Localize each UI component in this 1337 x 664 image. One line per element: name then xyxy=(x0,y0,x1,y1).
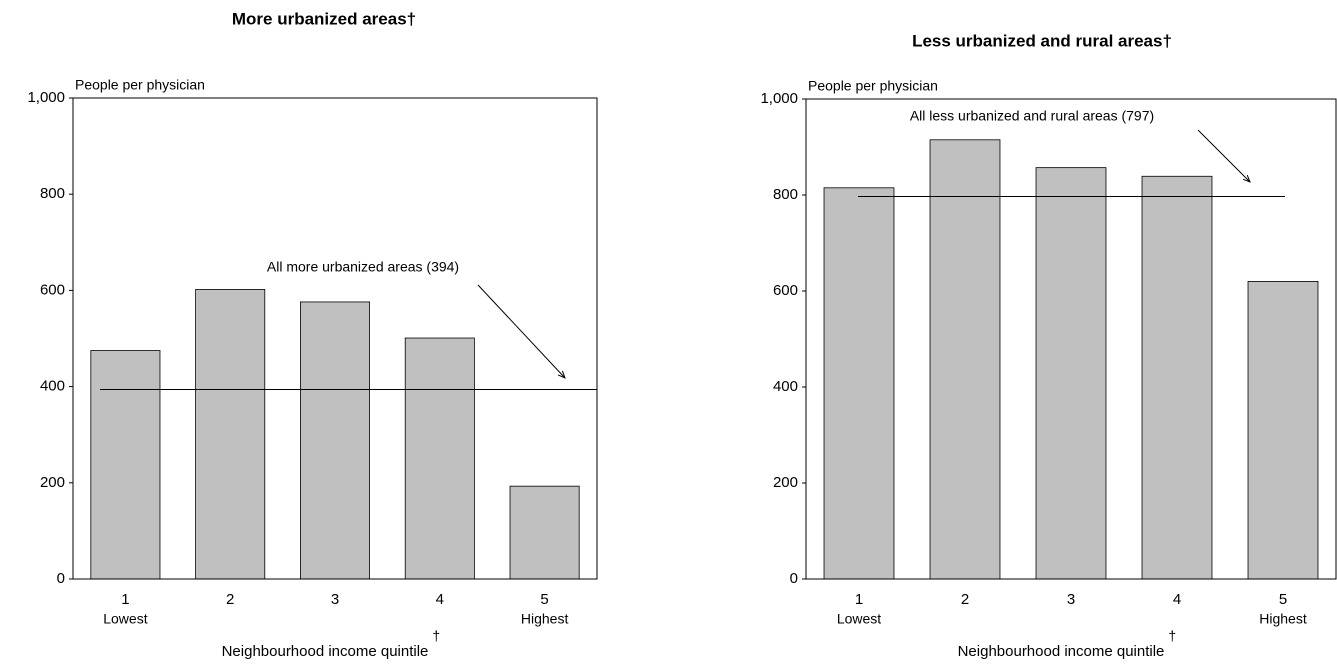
reference-label: All more urbanized areas (394) xyxy=(267,259,459,275)
x-tick-label: 1 xyxy=(855,591,863,608)
chart-title: More urbanized areas† xyxy=(232,9,416,28)
bar xyxy=(1035,167,1107,580)
x-tick-label: 2 xyxy=(226,591,234,608)
y-tick-label: 0 xyxy=(57,570,65,587)
y-tick-label: 200 xyxy=(773,474,798,491)
y-tick-label: 400 xyxy=(773,378,798,395)
x-tick-label: 4 xyxy=(1173,591,1181,608)
chart-title: Less urbanized and rural areas† xyxy=(912,31,1172,50)
x-tick-label: 3 xyxy=(1067,591,1075,608)
x-tick-label: 1 xyxy=(121,591,129,608)
x-tick-sublabel: Lowest xyxy=(837,611,881,627)
x-tick-label: 5 xyxy=(1279,591,1287,608)
y-tick-label: 400 xyxy=(40,378,65,395)
bar xyxy=(509,485,580,580)
y-axis-label: People per physician xyxy=(808,78,938,94)
x-tick-label: 3 xyxy=(331,591,339,608)
x-tick-label: 5 xyxy=(540,591,548,608)
y-tick-label: 1,000 xyxy=(760,90,798,107)
y-tick-label: 200 xyxy=(40,474,65,491)
bar xyxy=(404,337,475,580)
x-tick-sublabel: Highest xyxy=(1259,611,1307,627)
y-tick-label: 1,000 xyxy=(27,89,65,106)
bar xyxy=(300,301,370,580)
annotation-arrow xyxy=(477,284,565,378)
reference-label: All less urbanized and rural areas (797) xyxy=(910,108,1154,124)
bar xyxy=(195,289,266,580)
y-tick-label: 0 xyxy=(790,570,798,587)
x-axis-label-note: † xyxy=(432,628,440,644)
x-tick-label: 2 xyxy=(961,591,969,608)
y-tick-label: 600 xyxy=(773,282,798,299)
bar xyxy=(823,187,895,580)
bar xyxy=(1141,175,1213,580)
y-axis-label: People per physician xyxy=(75,77,205,93)
plot-frame xyxy=(72,97,598,580)
y-tick-label: 800 xyxy=(773,186,798,203)
x-tick-sublabel: Highest xyxy=(521,611,569,627)
x-tick-sublabel: Lowest xyxy=(103,611,147,627)
y-tick-label: 800 xyxy=(40,185,65,202)
bar xyxy=(929,139,1001,580)
x-axis-label: Neighbourhood income quintile xyxy=(222,643,429,660)
bar xyxy=(1247,280,1319,580)
x-tick-label: 4 xyxy=(436,591,444,608)
plot-frame xyxy=(805,98,1337,580)
x-axis-label-note: † xyxy=(1168,628,1176,644)
bar xyxy=(90,350,161,580)
y-tick-label: 600 xyxy=(40,281,65,298)
x-axis-label: Neighbourhood income quintile xyxy=(958,643,1165,660)
annotation-arrow xyxy=(1197,129,1250,182)
